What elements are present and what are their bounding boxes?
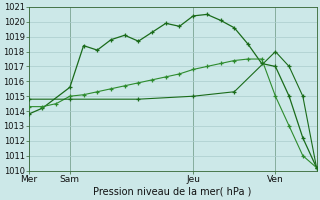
X-axis label: Pression niveau de la mer( hPa ): Pression niveau de la mer( hPa ) [93,187,252,197]
